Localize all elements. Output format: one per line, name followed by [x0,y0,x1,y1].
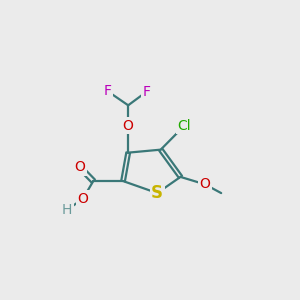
Text: Cl: Cl [177,119,191,133]
Text: O: O [123,118,134,133]
Text: O: O [74,160,85,174]
Text: O: O [200,177,210,191]
Text: H: H [62,203,72,217]
Text: O: O [77,192,88,206]
Text: F: F [142,85,150,99]
Text: S: S [151,184,163,202]
Text: F: F [104,84,112,98]
